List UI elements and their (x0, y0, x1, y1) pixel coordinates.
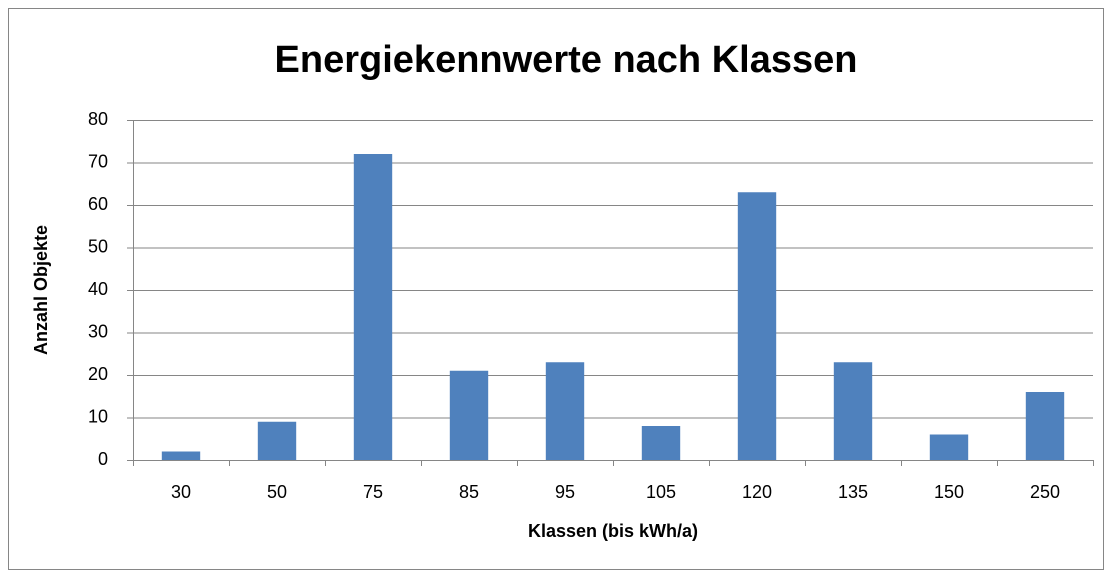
bar (545, 362, 585, 460)
chart-border (8, 8, 1104, 570)
y-tick-label: 10 (88, 406, 108, 426)
x-tick-label: 30 (171, 482, 191, 502)
x-axis-label: Klassen (bis kWh/a) (528, 521, 698, 541)
y-tick-label: 70 (88, 151, 108, 171)
y-tick-label: 30 (88, 321, 108, 341)
x-tick-label: 105 (646, 482, 676, 502)
y-tick-label: 0 (98, 449, 108, 469)
x-tick-label: 95 (555, 482, 575, 502)
x-tick-label: 135 (838, 482, 868, 502)
bar (641, 426, 681, 460)
bar (737, 192, 777, 460)
x-tick-label: 85 (459, 482, 479, 502)
x-tick-label: 120 (742, 482, 772, 502)
x-tick-label: 150 (934, 482, 964, 502)
y-tick-label: 60 (88, 194, 108, 214)
bar (161, 451, 201, 460)
bar (1025, 392, 1065, 460)
chart-title: Energiekennwerte nach Klassen (275, 39, 858, 81)
x-tick-label: 250 (1030, 482, 1060, 502)
bar (449, 370, 489, 460)
y-axis-label: Anzahl Objekte (31, 225, 51, 355)
x-tick-label: 50 (267, 482, 287, 502)
y-tick-label: 20 (88, 364, 108, 384)
bar (257, 421, 297, 460)
bar (929, 434, 969, 460)
y-tick-label: 50 (88, 236, 108, 256)
x-tick-label: 75 (363, 482, 383, 502)
y-tick-label: 40 (88, 279, 108, 299)
y-tick-label: 80 (88, 109, 108, 129)
bar (353, 154, 393, 460)
bar (833, 362, 873, 460)
